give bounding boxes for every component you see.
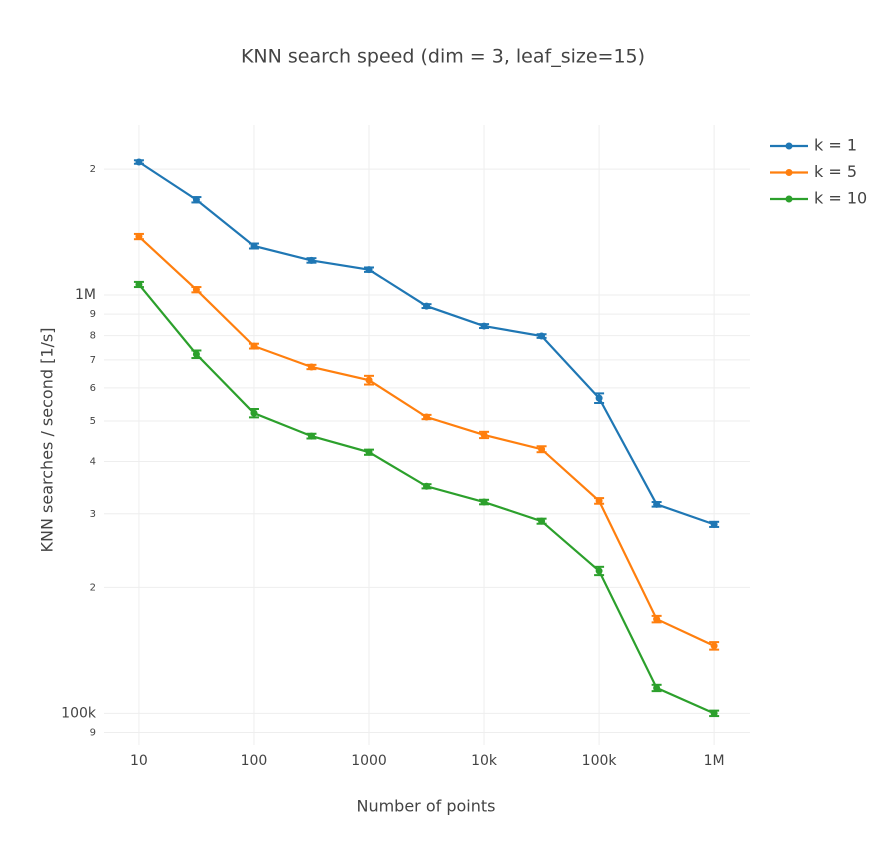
point <box>710 642 718 650</box>
point <box>192 350 200 358</box>
y-tick-label: 2 <box>90 164 96 175</box>
point <box>365 266 373 274</box>
point <box>192 286 200 294</box>
point <box>538 517 546 525</box>
y-tick-label: 1M <box>75 287 96 303</box>
point <box>423 413 431 421</box>
y-tick-label: 9 <box>90 727 96 738</box>
point <box>307 256 315 264</box>
x-tick-label: 100k <box>582 753 618 769</box>
y-tick-label: 9 <box>90 309 96 320</box>
point <box>365 448 373 456</box>
legend-marker <box>785 142 793 150</box>
point <box>710 709 718 717</box>
y-tick-label: 100k <box>61 705 97 721</box>
y-tick-label: 3 <box>90 509 96 520</box>
series-line <box>138 161 715 526</box>
y-axis-title: KNN searches / second [1/s] <box>38 328 57 553</box>
x-tick-label: 10k <box>471 753 498 769</box>
point <box>595 394 603 402</box>
y-tick-label: 5 <box>90 416 96 427</box>
grid <box>104 125 750 745</box>
point <box>135 280 143 288</box>
point <box>365 376 373 384</box>
series-line <box>138 283 715 715</box>
point <box>480 498 488 506</box>
point <box>480 322 488 330</box>
point <box>192 196 200 204</box>
legend-label: k = 1 <box>814 136 857 155</box>
point <box>250 342 258 350</box>
x-tick-label: 10 <box>130 753 148 769</box>
point <box>595 567 603 575</box>
legend-marker <box>785 169 793 176</box>
y-tick-label: 7 <box>90 355 96 366</box>
point <box>653 684 661 692</box>
point <box>307 432 315 440</box>
point <box>307 363 315 371</box>
y-tick-label: 6 <box>90 383 96 394</box>
point <box>480 431 488 439</box>
x-tick-label: 1000 <box>351 753 387 769</box>
point <box>538 445 546 453</box>
legend-marker <box>785 195 793 203</box>
x-axis-title: Number of points <box>356 797 495 816</box>
point <box>135 233 143 241</box>
point <box>423 302 431 310</box>
x-tick-label: 1M <box>704 753 725 769</box>
legend-label: k = 5 <box>814 162 857 181</box>
point <box>250 242 258 250</box>
y-tick-label: 2 <box>90 582 96 593</box>
legend-label: k = 10 <box>814 189 867 208</box>
point <box>653 500 661 508</box>
point <box>595 497 603 505</box>
point <box>653 615 661 623</box>
point <box>538 332 546 340</box>
chart-title: KNN search speed (dim = 3, leaf_size=15) <box>241 46 645 68</box>
y-tick-label: 4 <box>90 456 96 467</box>
point <box>710 520 718 528</box>
point <box>135 158 143 166</box>
point <box>423 482 431 490</box>
x-tick-label: 100 <box>241 753 268 769</box>
y-tick-label: 8 <box>90 331 96 342</box>
series-line <box>138 235 715 647</box>
point <box>250 409 258 417</box>
